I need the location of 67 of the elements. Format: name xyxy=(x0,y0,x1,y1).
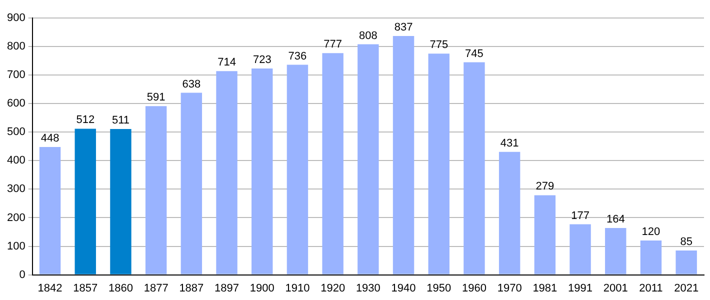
bar xyxy=(216,71,238,274)
data-label: 120 xyxy=(642,226,660,238)
y-tick-label: 700 xyxy=(6,69,26,82)
bar xyxy=(252,68,273,274)
y-tick-label: 0 xyxy=(19,268,26,281)
bar xyxy=(605,228,626,274)
data-label: 745 xyxy=(465,48,484,60)
bar xyxy=(392,36,414,274)
x-tick-label: 1897 xyxy=(214,282,240,294)
y-tick-label: 800 xyxy=(6,40,26,53)
y-tick-label: 400 xyxy=(6,154,26,167)
bar xyxy=(39,146,61,274)
x-tick-label: 1877 xyxy=(144,282,168,294)
data-label: 164 xyxy=(606,214,625,226)
x-tick-label: 1960 xyxy=(462,282,486,294)
bar xyxy=(428,54,450,274)
x-tick-label: 1970 xyxy=(497,282,522,294)
bar xyxy=(498,152,520,274)
data-label: 638 xyxy=(182,78,201,90)
x-tick-label: 1857 xyxy=(73,282,98,294)
x-tick-label: 1930 xyxy=(356,282,380,294)
x-tick-label: 1920 xyxy=(320,282,346,294)
data-label: 837 xyxy=(394,22,413,34)
x-tick-label: 1910 xyxy=(285,282,310,294)
data-label: 723 xyxy=(252,54,272,66)
y-tick-label: 900 xyxy=(6,12,26,24)
x-tick-label: 2001 xyxy=(603,282,628,294)
x-tick-label: 1981 xyxy=(532,282,558,294)
bar xyxy=(358,44,379,274)
bar xyxy=(464,62,485,274)
data-label: 279 xyxy=(536,180,554,193)
bar xyxy=(74,128,96,274)
x-tick-label: 2021 xyxy=(674,282,699,294)
bar xyxy=(110,128,132,274)
data-label: 808 xyxy=(358,30,378,42)
data-label: 177 xyxy=(571,210,590,222)
data-label: 85 xyxy=(680,236,692,248)
data-label: 448 xyxy=(40,132,60,144)
bar xyxy=(570,224,591,274)
x-tick-label: 1887 xyxy=(179,282,204,294)
x-tick-label: 1860 xyxy=(108,282,133,294)
y-tick-label: 600 xyxy=(6,98,26,110)
bar xyxy=(534,195,556,274)
y-tick-label: 300 xyxy=(6,183,26,196)
data-label: 431 xyxy=(500,137,519,150)
x-tick-label: 1842 xyxy=(38,282,62,294)
bar xyxy=(322,53,344,274)
data-label: 512 xyxy=(76,114,95,126)
bar xyxy=(640,240,662,274)
x-tick-label: 1940 xyxy=(391,282,416,294)
bar xyxy=(286,64,308,274)
y-tick-label: 500 xyxy=(6,126,26,138)
data-label: 777 xyxy=(324,38,342,51)
data-label: 736 xyxy=(288,50,307,62)
data-label: 714 xyxy=(218,56,236,69)
y-tick-label: 100 xyxy=(6,240,26,252)
bar xyxy=(676,250,697,274)
data-label: 591 xyxy=(146,92,166,104)
bar xyxy=(145,106,167,274)
y-tick-label: 200 xyxy=(6,212,26,224)
x-tick-label: 1950 xyxy=(426,282,452,294)
x-tick-label: 2011 xyxy=(639,282,663,294)
bar xyxy=(180,92,202,274)
data-label: 775 xyxy=(430,39,448,52)
x-tick-label: 1991 xyxy=(568,282,593,294)
data-label: 511 xyxy=(112,114,130,127)
x-tick-label: 1900 xyxy=(250,282,274,294)
